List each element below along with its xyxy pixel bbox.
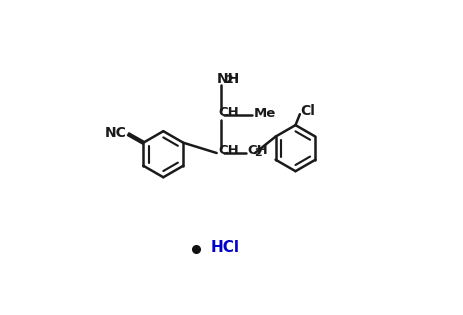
Text: NH: NH bbox=[217, 72, 240, 86]
Text: Me: Me bbox=[254, 107, 276, 120]
Text: CH: CH bbox=[218, 106, 238, 119]
Text: CH: CH bbox=[247, 144, 268, 157]
Text: CH: CH bbox=[218, 144, 238, 157]
Text: NC: NC bbox=[105, 126, 127, 140]
Text: HCl: HCl bbox=[211, 240, 240, 255]
Text: 2: 2 bbox=[254, 148, 262, 158]
Text: 2: 2 bbox=[225, 75, 232, 85]
Text: Cl: Cl bbox=[300, 104, 315, 117]
